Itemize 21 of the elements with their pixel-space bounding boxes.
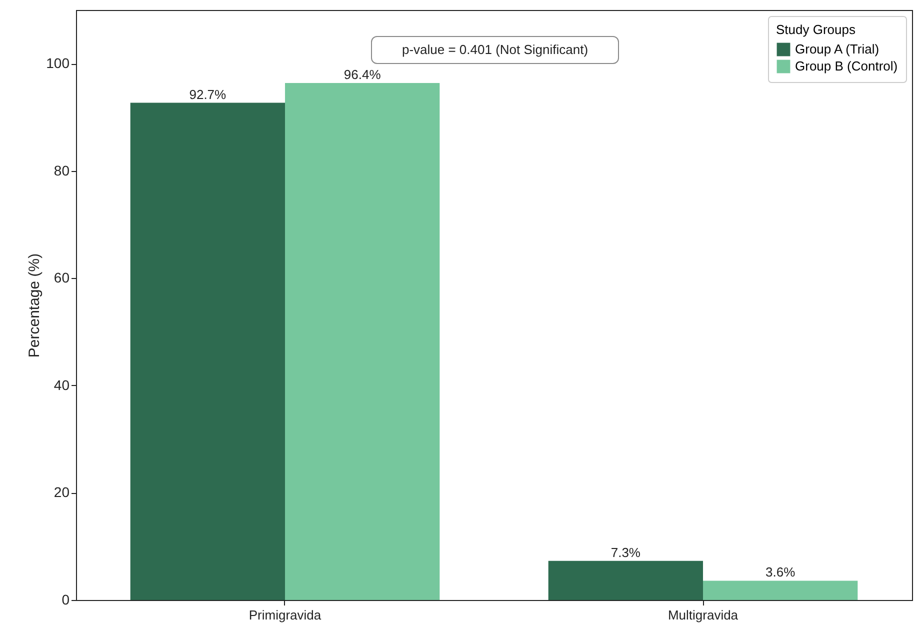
y-tick-label: 100 (46, 55, 70, 72)
legend-title: Study Groups (776, 22, 856, 37)
bar (548, 560, 703, 600)
y-axis-title: Percentage (%) (26, 253, 44, 358)
x-tick-label: Multigravida (668, 608, 739, 622)
annotation: p-value = 0.401 (Not Significant) (402, 42, 588, 57)
y-tick-label: 20 (54, 484, 70, 500)
data-label: 7.3% (610, 544, 641, 560)
data-label: 3.6% (766, 564, 796, 580)
y-tick-label: 60 (54, 270, 70, 286)
y-tick-label: 80 (54, 162, 70, 178)
y-tick-label: 0 (62, 592, 70, 608)
legend-label: Group B (Control) (795, 58, 898, 74)
bar (703, 580, 858, 600)
legend-label: Group A (Trial) (795, 42, 880, 56)
data-label: 96.4% (344, 66, 382, 82)
data-label: 92.7% (189, 86, 227, 102)
bar (130, 102, 285, 600)
x-tick-label: Primigravida (248, 608, 322, 622)
y-tick-label: 40 (54, 376, 70, 393)
bar (285, 82, 440, 600)
